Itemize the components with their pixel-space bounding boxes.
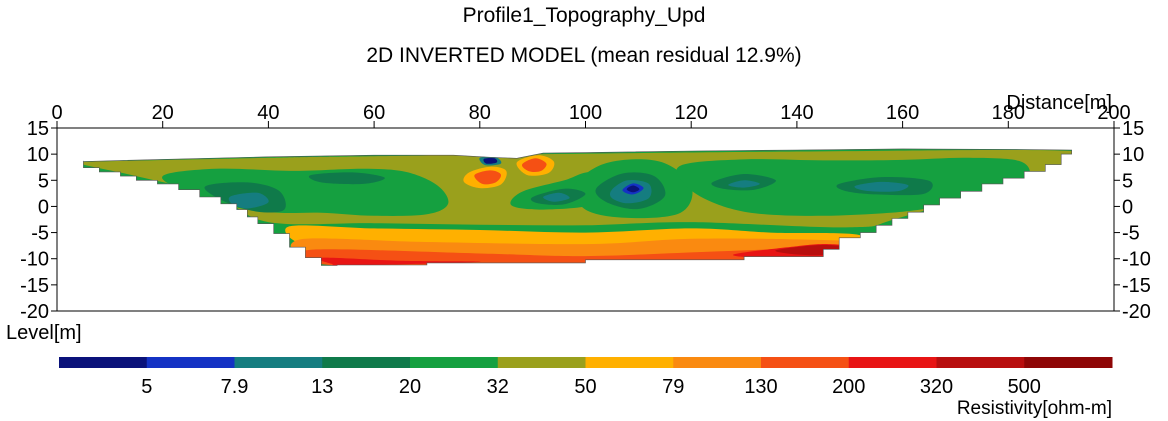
- resistivity-zone-13-20: [728, 180, 760, 188]
- colorbar-tick-label: 79: [662, 376, 684, 398]
- colorbar: 5 7.9 13 20 32 50 79 130 200 320 500: [59, 357, 1113, 398]
- colorbar-swatch: [234, 357, 323, 368]
- resistivity-zone-200-320: [521, 158, 547, 173]
- y-tick-label-right: -10: [1122, 249, 1151, 271]
- y-tick-label-left: 10: [27, 144, 49, 166]
- x-tick-label: 160: [886, 102, 919, 124]
- resistivity-zone-5-7.9: [483, 157, 498, 164]
- colorbar-swatch: [410, 357, 499, 368]
- y-tick-label-right: 5: [1122, 170, 1133, 192]
- x-tick-label: 40: [257, 102, 279, 124]
- colorbar-swatch: [322, 357, 411, 368]
- colorbar-swatch: [59, 357, 148, 368]
- colorbar-tick-label: 130: [744, 376, 777, 398]
- x-tick-label: 80: [469, 102, 491, 124]
- y-tick-label-left: 0: [38, 196, 49, 218]
- chart-title: Profile1_Topography_Upd: [462, 4, 706, 27]
- colorbar-swatch: [585, 357, 674, 368]
- x-tick-label: 140: [780, 102, 813, 124]
- colorbar-tick-label: 5: [141, 376, 152, 398]
- resistivity-zone-13-20: [854, 181, 909, 192]
- colorbar-tick-label: 50: [574, 376, 596, 398]
- y-tick-label-left: -5: [31, 223, 49, 245]
- colorbar-swatch: [673, 357, 762, 368]
- x-tick-label: 200: [1097, 102, 1130, 124]
- y-tick-label-left: -15: [20, 275, 49, 297]
- colorbar-tick-label: 32: [487, 376, 509, 398]
- y-tick-label-left: -10: [20, 249, 49, 271]
- resistivity-zone-13-20: [543, 192, 570, 202]
- colorbar-tick-label: 13: [311, 376, 333, 398]
- resistivity-zone-5-7.9: [626, 185, 640, 193]
- resistivity-zone-13-20: [228, 192, 269, 209]
- x-tick-label: 0: [51, 102, 62, 124]
- resistivity-zone-32-50: [162, 168, 449, 216]
- colorbar-swatch: [761, 357, 850, 368]
- x-tick-label: 180: [992, 102, 1025, 124]
- y-tick-label-right: -20: [1122, 301, 1151, 323]
- y-tick-label-right: 0: [1122, 196, 1133, 218]
- x-tick-label: 100: [569, 102, 602, 124]
- colorbar-tick-label: 20: [399, 376, 421, 398]
- colorbar-swatch: [146, 357, 235, 368]
- x-tick-label: 20: [152, 102, 174, 124]
- y-axis-label: Level[m]: [6, 322, 82, 344]
- colorbar-swatch: [497, 357, 586, 368]
- colorbar-tick-label: 320: [920, 376, 953, 398]
- y-tick-label-left: -20: [20, 301, 49, 323]
- y-tick-label-left: 5: [38, 170, 49, 192]
- section-area: [82, 148, 1072, 266]
- colorbar-swatch: [848, 357, 937, 368]
- colorbar-swatch: [936, 357, 1025, 368]
- y-tick-label-right: 15: [1122, 118, 1144, 140]
- section-outline: [82, 148, 1072, 266]
- x-tick-label: 60: [363, 102, 385, 124]
- colorbar-tick-label: 200: [832, 376, 865, 398]
- resistivity-zone-20-32: [308, 172, 385, 185]
- y-tick-label-left: 15: [27, 118, 49, 140]
- colorbar-swatch: [1024, 357, 1113, 368]
- colorbar-tick-label: 7.9: [221, 376, 249, 398]
- y-tick-label-right: -15: [1122, 275, 1151, 297]
- y-tick-label-right: 10: [1122, 144, 1144, 166]
- colorbar-label: Resistivity[ohm-m]: [956, 398, 1112, 419]
- chart-subtitle: 2D INVERTED MODEL (mean residual 12.9%): [366, 44, 802, 67]
- resistivity-zone-200-320: [474, 170, 502, 185]
- resistivity-zone-320-500: [317, 257, 481, 266]
- colorbar-tick-label: 500: [1008, 376, 1041, 398]
- x-axis-label: Distance[m]: [1006, 92, 1112, 114]
- x-tick-label: 120: [675, 102, 708, 124]
- section-fill: [83, 148, 1072, 266]
- y-tick-label-right: -5: [1122, 223, 1140, 245]
